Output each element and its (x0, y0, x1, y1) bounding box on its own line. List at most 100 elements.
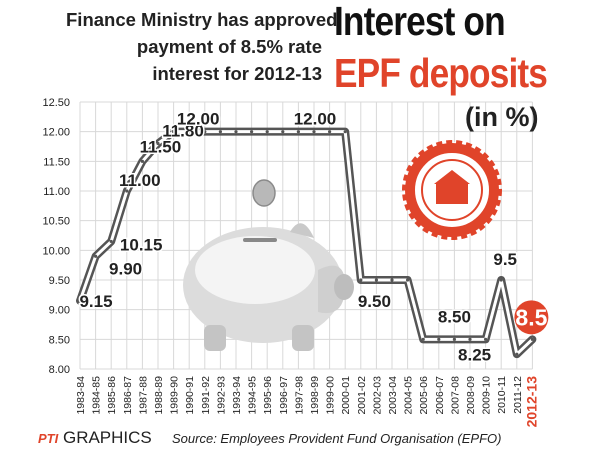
subtitle-line: Finance Ministry has approved (66, 9, 338, 30)
x-tick-label: 1991-92 (200, 376, 212, 415)
x-tick-label: 2005-06 (418, 376, 430, 415)
y-tick-label: 8.00 (49, 364, 70, 376)
data-point (530, 337, 535, 341)
y-tick-label: 12.00 (42, 127, 70, 139)
x-tick-label: 1995-96 (262, 376, 274, 415)
y-tick-label: 12.50 (42, 97, 70, 109)
series-line-inner (78, 130, 534, 356)
x-tick-label: 1986-87 (122, 376, 134, 415)
logo-pti: PTI (38, 431, 59, 446)
x-tick-label: 1994-95 (247, 376, 259, 415)
x-tick-label: 2002-03 (371, 376, 383, 415)
data-point (203, 130, 207, 134)
data-label: 9.50 (358, 292, 391, 311)
data-point (234, 130, 238, 134)
x-tick-label: 1996-97 (278, 376, 290, 415)
x-tick-label: 2010-11 (496, 376, 508, 414)
pti-graphics-logo: PTI GRAPHICS (38, 428, 152, 448)
data-label: 12.00 (294, 110, 337, 129)
subtitle-line: payment of 8.5% rate (136, 36, 322, 57)
x-tick-label: 2007-08 (449, 376, 461, 415)
y-tick-label: 9.00 (49, 305, 70, 317)
data-point (140, 159, 144, 163)
x-tick-label: 1990-91 (184, 376, 196, 415)
unit-label: (in %) (465, 102, 539, 132)
x-tick-label: 2011-12 (512, 376, 524, 414)
data-label: 11.50 (140, 137, 182, 156)
x-tick-label: 1997-98 (293, 376, 305, 415)
data-point (187, 130, 191, 134)
x-tick-label: 1987-88 (137, 376, 149, 415)
data-label: 8.5 (515, 304, 547, 330)
piggy-bank-icon (183, 223, 354, 351)
x-tick-label: 1992-93 (215, 376, 227, 415)
x-tick-label: 1998-99 (309, 376, 321, 415)
chart-title-line1: Interest on (334, 0, 506, 44)
data-point (452, 337, 456, 341)
data-point (109, 239, 113, 244)
y-tick-label: 10.50 (42, 216, 70, 228)
x-tick-label: 2004-05 (403, 376, 415, 415)
chart-title-line2: EPF deposits (334, 50, 548, 96)
x-tick-label: 1993-94 (231, 376, 243, 415)
x-tick-label: 1985-86 (106, 376, 118, 415)
data-point (172, 130, 176, 134)
data-label: 11.80 (162, 122, 204, 141)
data-point (499, 278, 503, 282)
data-point (328, 130, 332, 134)
data-point (374, 278, 378, 282)
data-point (94, 254, 98, 258)
data-point (218, 130, 222, 134)
epfo-emblem-icon (402, 140, 502, 240)
x-tick-label: 2000-01 (340, 376, 352, 415)
data-point (421, 337, 425, 341)
data-point (125, 189, 129, 193)
y-tick-label: 10.00 (42, 245, 70, 257)
data-point (437, 337, 441, 341)
data-point (78, 299, 82, 303)
data-point (312, 130, 316, 134)
data-point (265, 130, 269, 134)
series-line (76, 127, 537, 359)
x-tick-label: 2009-10 (481, 376, 493, 415)
x-tick-label: 1983-84 (75, 376, 87, 415)
x-tick-label: 2006-07 (434, 376, 446, 415)
y-tick-label: 11.50 (43, 156, 70, 168)
data-label: 10.15 (120, 235, 163, 254)
data-point (515, 352, 519, 356)
y-tick-label: 8.50 (49, 334, 70, 346)
logo-graphics: GRAPHICS (62, 428, 152, 447)
y-tick-label: 9.50 (49, 275, 70, 287)
data-label: 8.50 (438, 307, 471, 326)
data-point (359, 278, 363, 282)
data-point (468, 337, 472, 341)
x-tick-label: 1999-00 (325, 376, 337, 415)
y-axis-ticks: 12.50 12.00 11.50 11.00 10.50 10.00 9.50 9.00 8.… (42, 97, 70, 376)
subtitle: Finance Ministry has approved payment of… (66, 6, 338, 87)
x-tick-label: 1984-85 (91, 376, 103, 415)
source-note: Source: Employees Provident Fund Organis… (172, 431, 502, 446)
x-tick-label: 2003-04 (387, 376, 399, 415)
x-tick-label: 1989-90 (169, 376, 181, 415)
x-axis-ticks: 1983-84 1984-85 1985-86 1986-87 1987-88 1988-… (75, 376, 539, 428)
data-point (250, 130, 254, 134)
data-label: 9.15 (79, 292, 112, 311)
x-tick-label: 2012-13 (523, 376, 539, 428)
data-point (390, 278, 394, 282)
data-label: 11.00 (119, 171, 161, 190)
data-label: 9.90 (109, 259, 142, 278)
x-tick-label: 2008-09 (465, 376, 477, 415)
data-label: 9.5 (493, 250, 517, 269)
data-point (484, 337, 488, 341)
x-tick-label: 1988-89 (153, 376, 165, 415)
subtitle-line: interest for 2012-13 (152, 63, 322, 84)
data-label: 8.25 (458, 345, 491, 364)
data-point (296, 130, 300, 134)
data-point (406, 278, 410, 282)
x-tick-label: 2001-02 (356, 376, 368, 415)
data-point (343, 130, 347, 134)
data-label: 12.00 (177, 110, 220, 129)
highlight-bubble (514, 300, 549, 335)
